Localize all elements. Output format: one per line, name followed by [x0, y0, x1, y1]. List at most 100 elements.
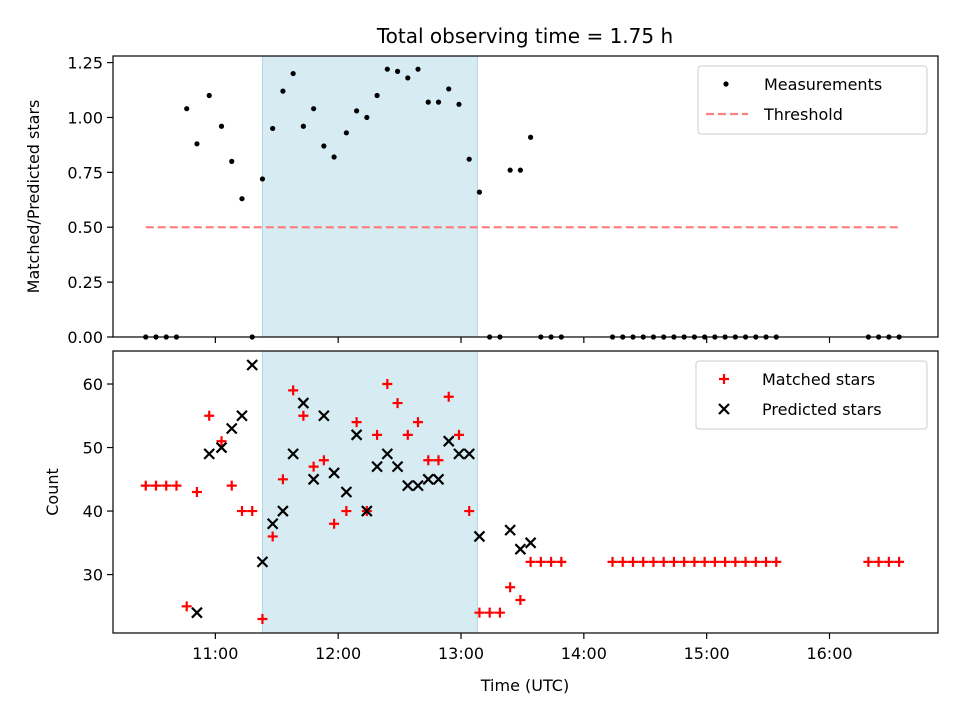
- top-axes-frame: [112, 55, 939, 338]
- top-measurements-point-28: [435, 99, 442, 105]
- top-measurements-point-14: [290, 70, 296, 77]
- bottom-legend: Matched stars Predicted stars: [695, 360, 928, 430]
- top-measurements-point-35: [507, 167, 513, 173]
- top-measurements-point-36: [517, 167, 523, 173]
- bottom-matched-stars-point-12: [267, 531, 278, 542]
- top-legend-threshold-label: Threshold: [763, 105, 843, 124]
- top-y-tick-label-1: 0.25: [67, 273, 103, 292]
- bottom-matched-stars-point-42: [617, 556, 628, 567]
- bottom-predicted-stars-point-21: [412, 479, 424, 492]
- bottom-matched-stars-point-48: [679, 556, 690, 567]
- bottom-legend-predicted-stars-label: Predicted stars: [762, 400, 882, 419]
- bottom-predicted-stars-point-16: [361, 505, 373, 517]
- x-tick-label-2: 13:00: [438, 644, 484, 663]
- top-measurements-point-27: [425, 99, 431, 105]
- bottom-matched-stars-point-11: [257, 614, 268, 625]
- top-legend-measurements-swatch-point-0: [723, 81, 729, 87]
- top-measurements-point-21: [364, 114, 370, 121]
- top-measurements-point-23: [384, 66, 390, 72]
- bottom-matched-stars-point-56: [761, 556, 772, 567]
- bottom-y-tick-label-2: 50: [83, 439, 103, 458]
- x-tick-label-3: 14:00: [561, 644, 607, 663]
- bottom-matched-stars-point-6: [204, 410, 215, 421]
- top-y-axis-label: Matched/Predicted stars: [24, 100, 43, 294]
- bottom-matched-stars-point-30: [453, 429, 464, 440]
- bottom-predicted-stars-point-14: [340, 486, 353, 498]
- top-measurements-point-37: [528, 134, 534, 140]
- bottom-predicted-stars-point-22: [422, 473, 435, 486]
- top-y-tick-label-4: 1.00: [67, 108, 103, 127]
- bottom-predicted-stars-point-27: [473, 530, 486, 543]
- bottom-matched-stars-series: [140, 379, 905, 625]
- bottom-matched-stars-point-25: [402, 429, 413, 440]
- bottom-matched-stars-point-15: [298, 410, 309, 421]
- top-measurements-point-8: [229, 158, 235, 164]
- bottom-matched-stars-point-17: [318, 455, 329, 466]
- bottom-panel: 30 40 50 60 11:00 12:00 13:00 14:00 15:00 16:00 Co…: [43, 350, 939, 663]
- bottom-predicted-stars-point-2: [215, 441, 228, 454]
- bottom-predicted-stars-point-6: [256, 556, 269, 568]
- bottom-matched-stars-point-58: [863, 556, 874, 567]
- bottom-predicted-stars-point-18: [381, 448, 394, 460]
- top-observing-span: [261, 55, 478, 338]
- bottom-predicted-stars-point-7: [266, 517, 279, 530]
- top-measurements-point-31: [466, 156, 472, 162]
- bottom-y-tick-label-0: 30: [83, 566, 103, 585]
- bottom-predicted-stars-point-30: [524, 537, 537, 549]
- bottom-y-axis-label: Count: [43, 468, 62, 516]
- top-measurements-point-22: [374, 92, 380, 99]
- top-legend: Measurements Threshold: [697, 65, 928, 135]
- top-measurements-point-6: [206, 92, 212, 99]
- bottom-matched-stars-point-52: [720, 556, 731, 567]
- bottom-axes-frame: [112, 350, 939, 634]
- bottom-matched-stars-point-8: [226, 480, 237, 491]
- top-y-tick-label-3: 0.75: [67, 163, 103, 182]
- top-measurements-point-24: [394, 68, 401, 74]
- bottom-matched-stars-point-38: [535, 556, 546, 567]
- bottom-matched-stars-point-28: [433, 455, 444, 466]
- bottom-predicted-stars-point-5: [246, 359, 258, 371]
- bottom-predicted-stars-point-13: [328, 467, 340, 479]
- top-measurements-point-17: [321, 143, 327, 149]
- bottom-predicted-stars-point-12: [318, 410, 330, 422]
- bottom-matched-stars-point-45: [648, 556, 659, 567]
- bottom-matched-stars-point-33: [484, 607, 495, 618]
- bottom-matched-stars-point-23: [382, 379, 393, 390]
- chart-title: Total observing time = 1.75 h: [376, 24, 673, 48]
- top-measurements-point-12: [270, 125, 276, 132]
- bottom-predicted-stars-point-19: [391, 460, 404, 473]
- bottom-predicted-stars-series: [191, 359, 537, 619]
- top-measurements-point-26: [415, 66, 421, 72]
- bottom-predicted-stars-point-11: [307, 473, 320, 486]
- top-measurements-point-7: [218, 123, 225, 129]
- bottom-matched-stars-point-4: [181, 601, 192, 612]
- bottom-matched-stars-point-26: [413, 417, 424, 428]
- bottom-matched-stars-point-35: [505, 582, 516, 593]
- bottom-matched-stars-point-40: [556, 556, 567, 567]
- top-legend-measurements-label: Measurements: [764, 75, 882, 94]
- bottom-matched-stars-point-47: [668, 556, 679, 567]
- bottom-legend-box: [695, 360, 928, 430]
- x-tick-label-1: 12:00: [315, 644, 361, 663]
- bottom-matched-stars-point-10: [247, 506, 258, 517]
- top-measurements-point-20: [354, 108, 360, 114]
- top-measurements-point-29: [446, 86, 452, 92]
- bottom-matched-stars-point-31: [464, 506, 475, 517]
- bottom-predicted-stars-point-17: [371, 460, 383, 473]
- top-measurements-point-30: [456, 101, 462, 107]
- top-panel: 0.00 0.25 0.50 0.75 1.00 1.25 Matched/Predicte…: [24, 54, 939, 347]
- bottom-matched-stars-point-49: [689, 556, 700, 567]
- top-measurements-point-25: [405, 75, 411, 81]
- bottom-matched-stars-point-3: [171, 480, 182, 491]
- bottom-matched-stars-point-5: [191, 487, 202, 497]
- x-tick-label-0: 11:00: [192, 644, 238, 663]
- top-measurements-point-11: [259, 176, 266, 182]
- bottom-matched-stars-point-2: [161, 480, 172, 491]
- bottom-predicted-stars-point-20: [402, 479, 414, 492]
- bottom-matched-stars-point-36: [515, 594, 526, 605]
- bottom-predicted-stars-point-26: [463, 448, 475, 460]
- bottom-legend-matched-stars-label: Matched stars: [762, 370, 875, 389]
- bottom-observing-span: [261, 350, 478, 634]
- bottom-legend-matched-stars-swatch-point-0: [719, 374, 729, 384]
